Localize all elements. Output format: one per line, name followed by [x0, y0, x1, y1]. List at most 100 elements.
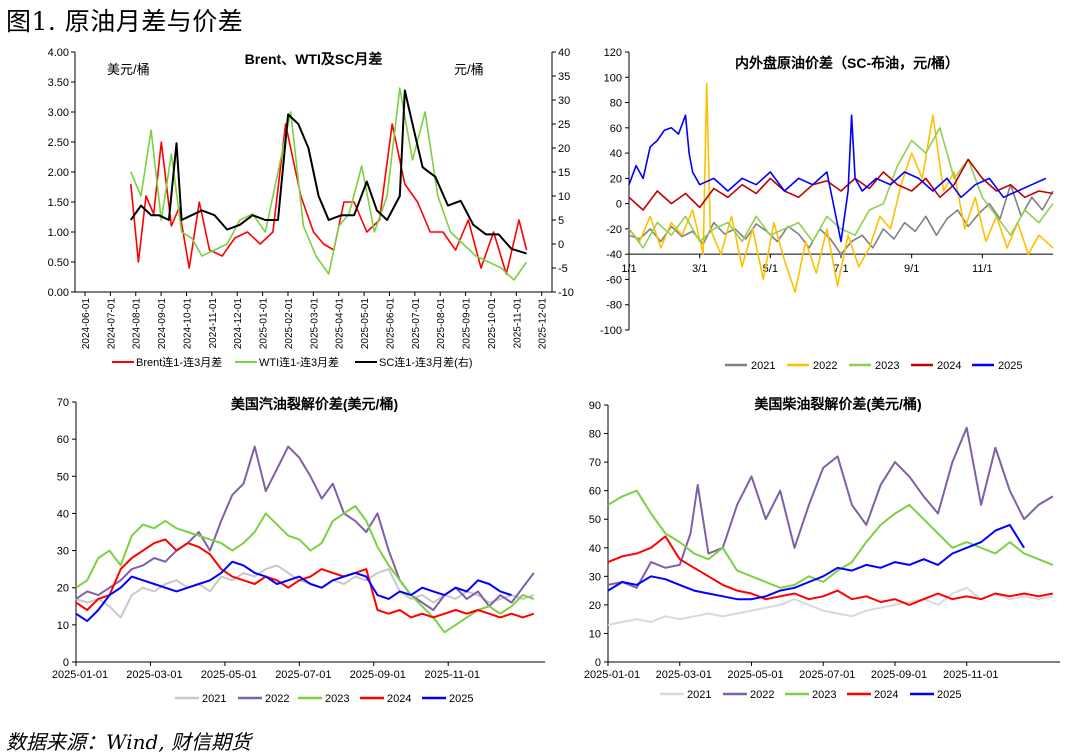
x-tick-label: 2025-03-01 — [656, 669, 712, 681]
page-title: 图1. 原油月差与价差 — [6, 7, 244, 36]
y2-tick-label: 5 — [558, 215, 564, 227]
y-tick-label: 4.00 — [48, 47, 69, 59]
series-line — [607, 489, 1054, 589]
x-tick-label: 2025-11-01 — [512, 298, 523, 349]
legend-label: WTI连1-连3月差 — [259, 355, 339, 369]
x-tick-label: 2024-11-01 — [208, 298, 219, 349]
legend-label: 2024 — [387, 693, 411, 705]
x-tick-label: 11/1 — [972, 263, 993, 275]
x-tick-label: 2024-08-01 — [132, 298, 143, 350]
y-tick-label: -60 — [606, 274, 622, 286]
x-tick-label: 2025-06-01 — [385, 298, 396, 350]
series-line — [628, 183, 1054, 255]
legend-label: 2023 — [325, 693, 349, 705]
x-tick-label: 2024-07-01 — [106, 298, 117, 350]
x-tick-label: 2025-09-01 — [462, 298, 473, 350]
x-tick-label: 2024-09-01 — [157, 298, 168, 350]
series-line — [607, 586, 1053, 626]
x-tick-label: 2025-04-01 — [335, 298, 346, 350]
y2-tick-label: 25 — [558, 119, 570, 131]
y-tick-label: 2.50 — [48, 137, 69, 149]
y-tick-label: 10 — [589, 628, 601, 640]
y-tick-label: 50 — [589, 514, 601, 526]
y-tick-label: 80 — [610, 98, 622, 110]
y-tick-label: 2.00 — [48, 167, 69, 179]
legend-label: Brent连1-连3月差 — [136, 355, 222, 369]
series-line — [628, 114, 1047, 243]
x-tick-label: 2025-03-01 — [309, 298, 320, 350]
y-tick-label: 0 — [63, 657, 69, 669]
legend-label: 2024 — [937, 360, 961, 372]
legend-label: 2023 — [875, 360, 899, 372]
series-line — [75, 560, 512, 623]
series-line — [628, 158, 1054, 211]
chart-title: 美国汽油裂解价差(美元/桶) — [231, 396, 398, 412]
x-tick-label: 2025-09-01 — [871, 669, 927, 681]
y2-tick-label: 20 — [558, 143, 570, 155]
legend-label: SC连1-连3月差(右) — [379, 355, 473, 369]
y-tick-label: 90 — [589, 400, 601, 412]
y-tick-label: 0 — [595, 657, 601, 669]
y-tick-label: 3.50 — [48, 77, 69, 89]
series-line — [130, 87, 528, 281]
legend-label: 2022 — [813, 360, 837, 372]
y-tick-label: 70 — [589, 457, 601, 469]
x-tick-label: 2025-01-01 — [52, 669, 108, 681]
x-tick-label: 2025-11-01 — [943, 669, 998, 681]
y-tick-label: -100 — [600, 325, 622, 337]
series-line — [75, 505, 535, 634]
source-note: 数据来源：Wind, 财信期货 — [6, 730, 251, 754]
series-line — [628, 127, 1054, 249]
legend-label: 2021 — [202, 693, 226, 705]
x-tick-label: 2025-11-01 — [424, 669, 479, 681]
legend-label: 2025 — [998, 360, 1022, 372]
y2-tick-label: 0 — [558, 239, 564, 251]
y-tick-label: 20 — [57, 583, 69, 595]
legend-label: 2022 — [265, 693, 289, 705]
y-tick-label: 50 — [57, 471, 69, 483]
series-line — [607, 426, 1054, 589]
legend-label: 2025 — [449, 693, 473, 705]
series-line — [129, 89, 527, 255]
y2-tick-label: 35 — [558, 71, 570, 83]
y2-tick-label: 10 — [558, 191, 570, 203]
x-tick-label: 2025-01-01 — [584, 669, 640, 681]
x-tick-label: 2025-02-01 — [284, 298, 295, 350]
y-tick-label: 30 — [57, 546, 69, 558]
spreads-chart: 0.00 0.50 1.00 1.50 2.00 2.50 3.00 3.50 4.00 -10 -… — [48, 47, 574, 369]
y2-tick-label: -5 — [558, 263, 568, 275]
y-tick-label: 30 — [589, 571, 601, 583]
y-tick-label: 60 — [610, 123, 622, 135]
x-tick-label: 2025-12-01 — [538, 298, 549, 350]
y-tick-label: 100 — [604, 72, 622, 84]
y-tick-label: -80 — [606, 300, 622, 312]
chart-title: Brent、WTI及SC月差 — [245, 51, 383, 67]
x-tick-label: 1/1 — [621, 263, 636, 275]
y-tick-label: 60 — [57, 434, 69, 446]
y-tick-label: -20 — [606, 224, 622, 236]
legend-label: 2025 — [937, 689, 961, 701]
x-tick-label: 9/1 — [904, 263, 919, 275]
y-tick-label: 40 — [610, 148, 622, 160]
y-tick-label: 0.50 — [48, 257, 69, 269]
y2-tick-label: 40 — [558, 47, 570, 59]
y-tick-label: 40 — [589, 543, 601, 555]
x-tick-label: 2025-05-01 — [360, 298, 371, 350]
legend-label: 2021 — [687, 689, 711, 701]
y-tick-label: 120 — [604, 47, 622, 59]
legend-label: 2021 — [751, 360, 775, 372]
y-tick-label: 20 — [589, 600, 601, 612]
x-tick-label: 2025-07-01 — [799, 669, 855, 681]
y-tick-label: 40 — [57, 508, 69, 520]
x-tick-label: 2025-05-01 — [201, 669, 257, 681]
x-tick-label: 2025-10-01 — [487, 298, 498, 350]
y-tick-label: 70 — [57, 397, 69, 409]
x-tick-label: 2025-08-01 — [436, 298, 447, 350]
y2-tick-label: 30 — [558, 95, 570, 107]
legend-label: 2022 — [750, 689, 774, 701]
series-line — [75, 564, 535, 619]
x-tick-label: 3/1 — [692, 263, 707, 275]
legend-label: 2024 — [874, 689, 898, 701]
x-tick-label: 2025-01-01 — [259, 298, 270, 350]
